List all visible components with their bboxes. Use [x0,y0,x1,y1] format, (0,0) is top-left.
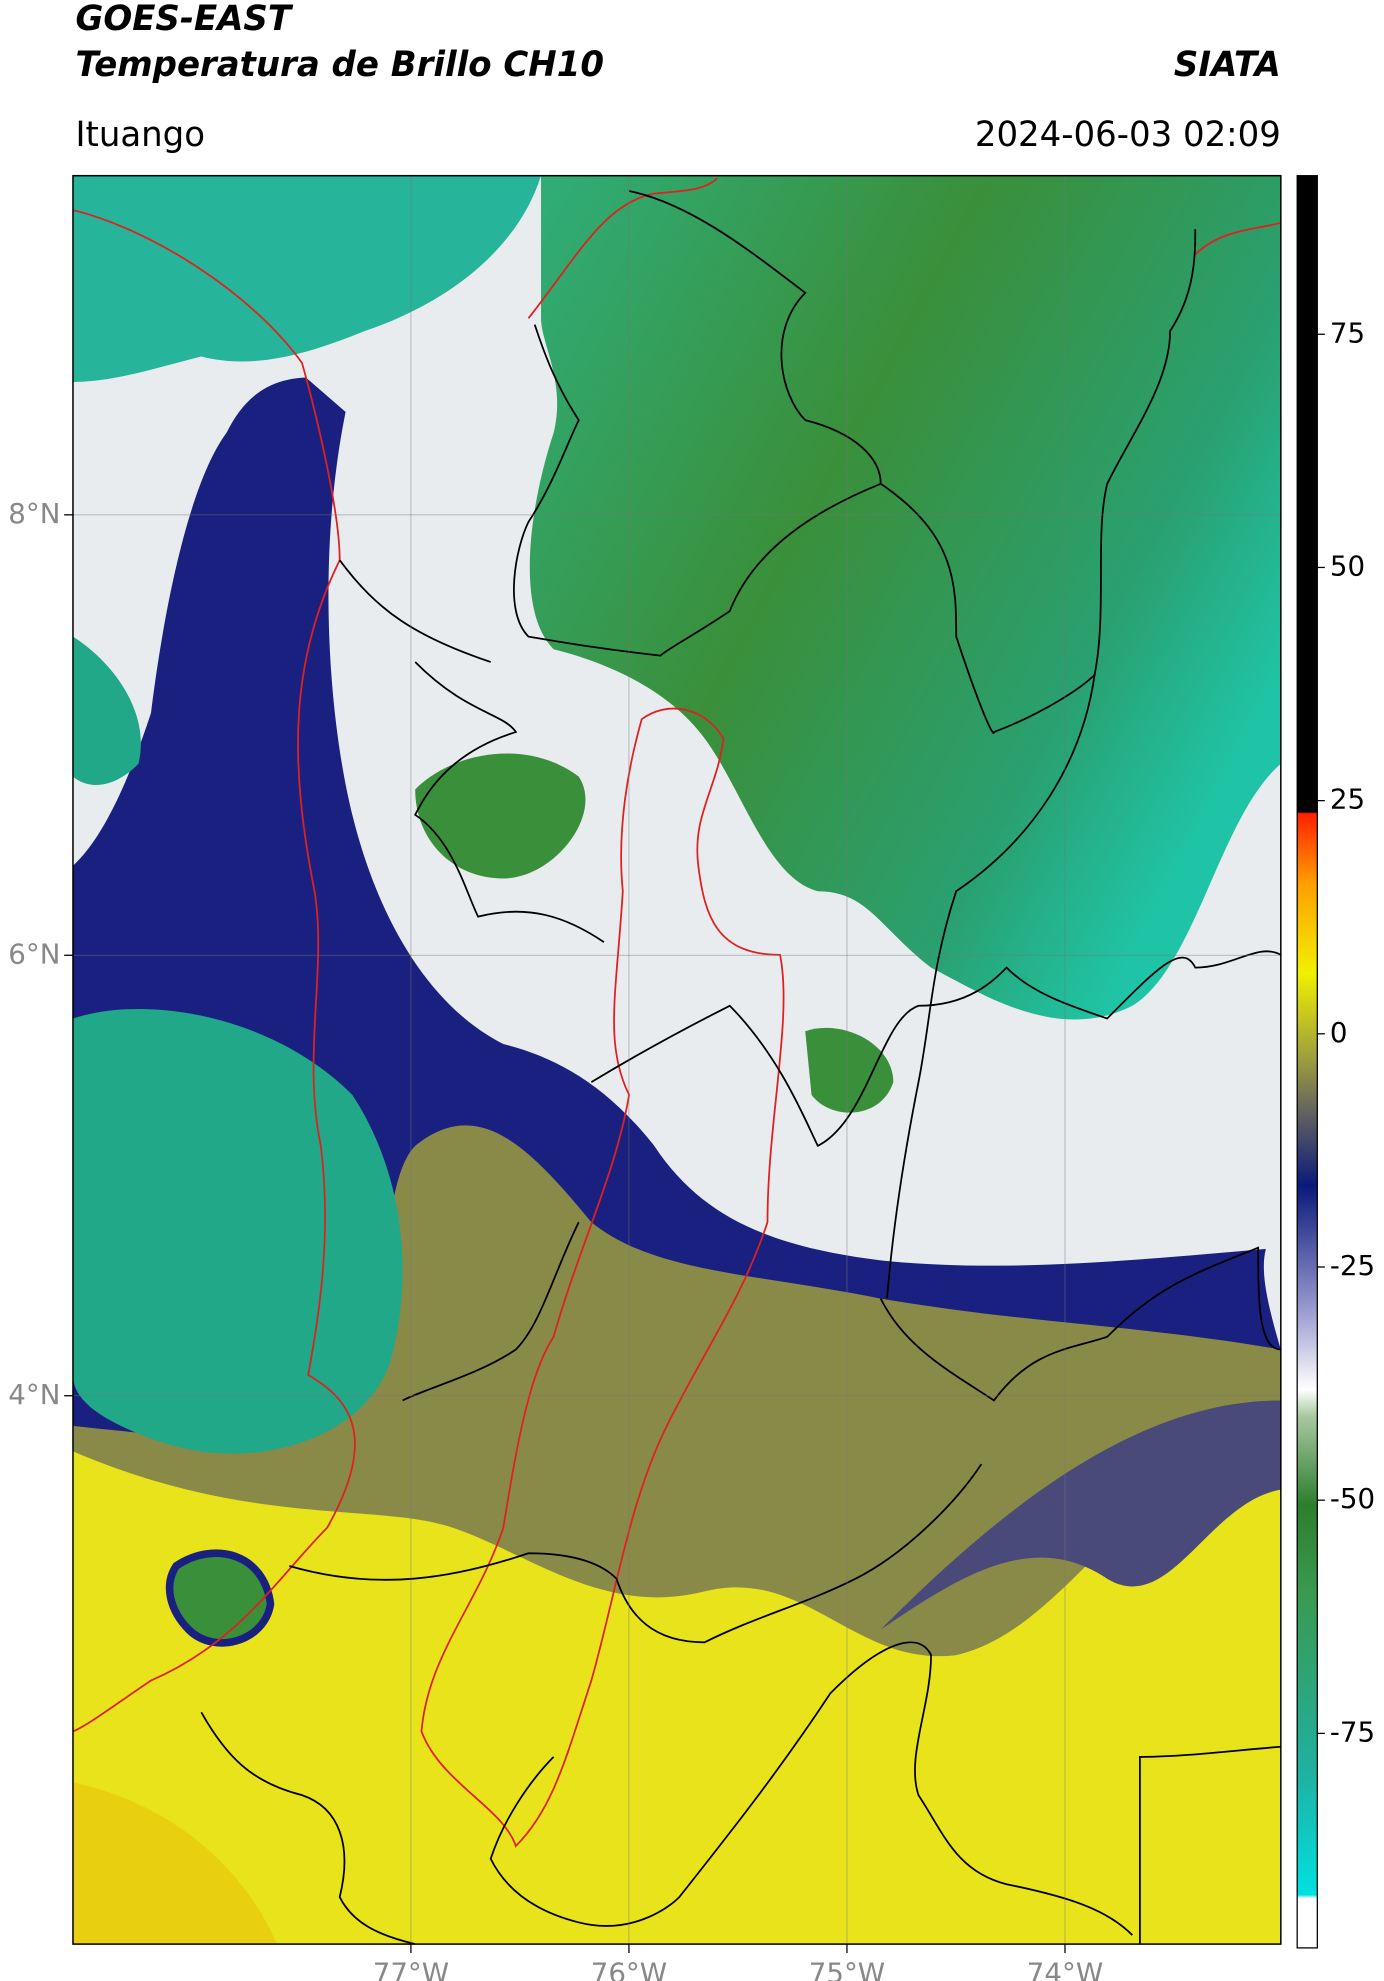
y-tick-label: 4°N [8,1378,60,1411]
graticule: 77°W 76°W 75°W 74°W 8°N 6°N 4°N [8,175,1281,1981]
colorbar-tick-label: -75 [1330,1715,1375,1748]
boundaries [72,177,1282,1945]
colorbar-axis: -75 -50 -25 0 25 50 75 [1317,316,1375,1748]
colorbar-tick-label: 25 [1330,783,1365,816]
colorbar-tick-label: -25 [1330,1249,1375,1282]
colorbar-tick-label: 0 [1330,1016,1348,1049]
source: SIATA [1174,45,1281,85]
colorbar-tick-label: 75 [1330,316,1365,349]
subtitle: Temperatura de Brillo CH10 [75,45,603,85]
colorbar-tick-label: 50 [1330,549,1365,582]
datetime: 2024-06-03 02:09 [975,115,1281,155]
y-tick-label: 8°N [8,497,60,530]
x-tick-label: 75°W [809,1957,885,1981]
colorbar-tick-label: -50 [1330,1482,1375,1515]
x-tick-label: 74°W [1027,1957,1103,1981]
title: GOES-EAST [75,0,293,39]
x-tick-label: 76°W [591,1957,667,1981]
satellite-image [72,175,1281,1945]
y-tick-label: 6°N [8,937,60,970]
region: Ituango [75,115,205,155]
colorbar [1296,175,1318,1949]
map-frame [72,174,1282,1945]
x-tick-label: 77°W [373,1957,449,1981]
